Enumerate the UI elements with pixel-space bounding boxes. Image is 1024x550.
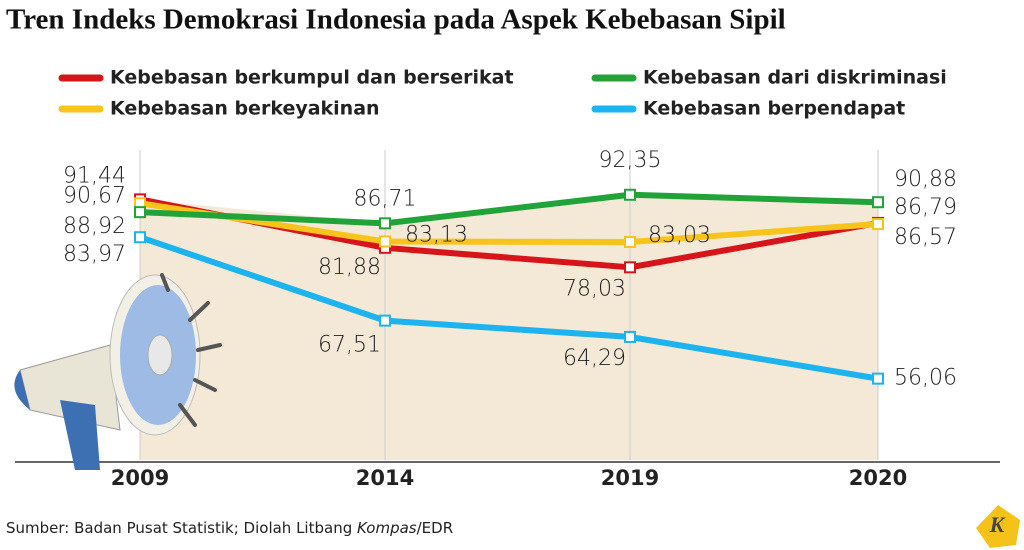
point-marker (624, 261, 636, 274)
series-line (139, 200, 879, 245)
legend-label: Kebebasan berpendapat (643, 98, 905, 120)
data-label: 83,97 (63, 242, 126, 267)
legend-label: Kebebasan dari diskriminasi (643, 67, 947, 89)
chart-title: Tren Indeks Demokrasi Indonesia pada Asp… (6, 4, 786, 36)
source-text: Sumber: Badan Pusat Statistik; Diolah Li… (6, 519, 357, 537)
data-label: 86,57 (894, 225, 957, 250)
megaphone-icon (14, 273, 222, 470)
series-line (139, 191, 879, 227)
data-label: 90,67 (63, 183, 126, 208)
source-text: /EDR (417, 519, 454, 537)
point-marker (624, 188, 636, 201)
x-tick-label: 2014 (356, 466, 414, 490)
data-label: 56,06 (894, 366, 957, 391)
data-label: 83,13 (405, 222, 468, 247)
point-marker (624, 235, 636, 248)
svg-text:K: K (989, 512, 1006, 537)
data-label: 86,79 (894, 195, 957, 220)
point-marker (134, 206, 146, 219)
data-label: 83,03 (648, 223, 711, 248)
data-label: 92,35 (599, 148, 662, 173)
source-note: Sumber: Badan Pusat Statistik; Diolah Li… (6, 519, 453, 537)
x-tick-label: 2019 (601, 466, 659, 490)
point-marker (134, 231, 146, 244)
logo: K (976, 505, 1020, 548)
data-label: 67,51 (318, 333, 381, 358)
series-line (139, 234, 879, 382)
data-label: 81,88 (318, 255, 381, 280)
data-label: 86,71 (354, 186, 417, 211)
legend-label: Kebebasan berkumpul dan berserikat (110, 67, 514, 89)
point-marker (379, 217, 391, 230)
point-marker (379, 235, 391, 248)
data-label: 90,88 (894, 167, 957, 192)
data-label: 64,29 (563, 346, 626, 371)
point-marker (872, 196, 884, 209)
point-marker (872, 372, 884, 385)
point-marker (872, 218, 884, 231)
data-label: 88,92 (63, 214, 126, 239)
x-tick-label: 2020 (849, 466, 907, 490)
data-label: 78,03 (563, 276, 626, 301)
source-text: Kompas (357, 519, 417, 537)
point-marker (624, 330, 636, 343)
legend-label: Kebebasan berkeyakinan (110, 98, 380, 120)
x-tick-label: 2009 (111, 466, 169, 490)
point-marker (379, 314, 391, 327)
data-label: 91,44 (63, 163, 126, 188)
